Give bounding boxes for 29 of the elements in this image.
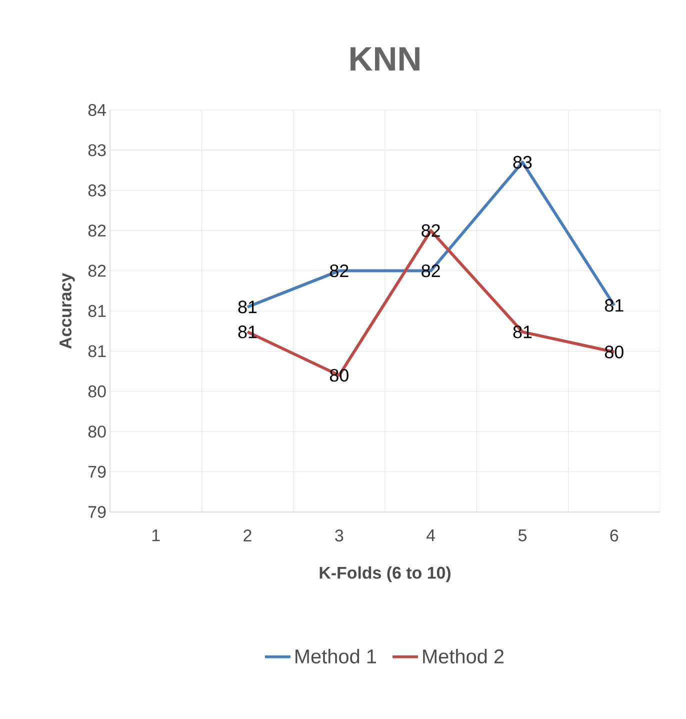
data-label: 81 [238, 326, 257, 338]
chart-title: KNN [350, 47, 420, 70]
data-label: 82 [422, 224, 440, 237]
legend-label: Method 1 [296, 648, 376, 664]
y-tick-label: 79 [88, 466, 106, 478]
data-label: 81 [604, 299, 624, 312]
y-tick-label: 82 [88, 224, 106, 237]
data-label: 80 [604, 346, 624, 358]
legend-label: Method 2 [423, 648, 504, 664]
x-tick-label: 5 [518, 530, 526, 542]
data-label: 83 [513, 156, 532, 169]
y-tick-label: 83 [88, 144, 106, 156]
y-tick-label: 80 [88, 385, 106, 398]
y-tick-label: 83 [88, 184, 106, 196]
x-tick-label: 4 [426, 530, 436, 542]
y-axis-title: Accuracy [60, 272, 75, 349]
y-tick-label: 84 [88, 104, 106, 116]
x-tick-label: 6 [610, 530, 618, 542]
x-tick-label: 3 [335, 530, 344, 542]
y-tick-label: 81 [88, 305, 106, 317]
data-label: 82 [330, 264, 348, 278]
y-tick-label: 80 [88, 426, 106, 438]
y-tick-label: 82 [88, 264, 106, 277]
y-tick-label: 81 [88, 345, 106, 358]
x-tick-label: 1 [152, 530, 160, 542]
x-axis-title: K-Folds (6 to 10) [320, 566, 450, 582]
x-tick-label: 2 [244, 530, 252, 542]
data-label: 81 [238, 300, 257, 314]
y-tick-label: 79 [88, 506, 106, 518]
